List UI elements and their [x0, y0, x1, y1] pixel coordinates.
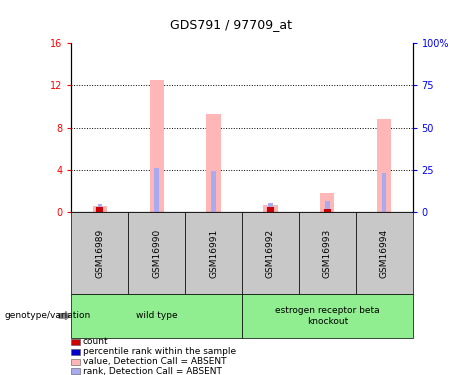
Bar: [150, 80, 164, 212]
Text: value, Detection Call = ABSENT: value, Detection Call = ABSENT: [83, 357, 226, 366]
Bar: [382, 173, 386, 212]
Text: estrogen receptor beta
knockout: estrogen receptor beta knockout: [275, 306, 379, 326]
Bar: [320, 193, 334, 212]
Bar: [324, 209, 331, 212]
Text: GSM16991: GSM16991: [209, 228, 218, 278]
Bar: [377, 119, 391, 212]
Bar: [154, 168, 159, 212]
Text: GSM16994: GSM16994: [380, 228, 389, 278]
Bar: [93, 206, 107, 212]
Text: rank, Detection Call = ABSENT: rank, Detection Call = ABSENT: [83, 367, 222, 375]
Text: GSM16989: GSM16989: [95, 228, 104, 278]
Text: GSM16990: GSM16990: [152, 228, 161, 278]
Text: GSM16993: GSM16993: [323, 228, 332, 278]
Bar: [268, 203, 273, 212]
Bar: [267, 207, 274, 212]
Bar: [98, 204, 102, 212]
Text: GDS791 / 97709_at: GDS791 / 97709_at: [170, 18, 291, 31]
Text: GSM16992: GSM16992: [266, 228, 275, 278]
Bar: [325, 201, 330, 212]
Bar: [263, 205, 278, 212]
Text: genotype/variation: genotype/variation: [5, 311, 91, 320]
Bar: [207, 114, 221, 212]
Text: wild type: wild type: [136, 311, 177, 320]
Bar: [96, 207, 103, 212]
Bar: [211, 171, 216, 212]
Text: percentile rank within the sample: percentile rank within the sample: [83, 347, 236, 356]
Text: count: count: [83, 338, 109, 346]
